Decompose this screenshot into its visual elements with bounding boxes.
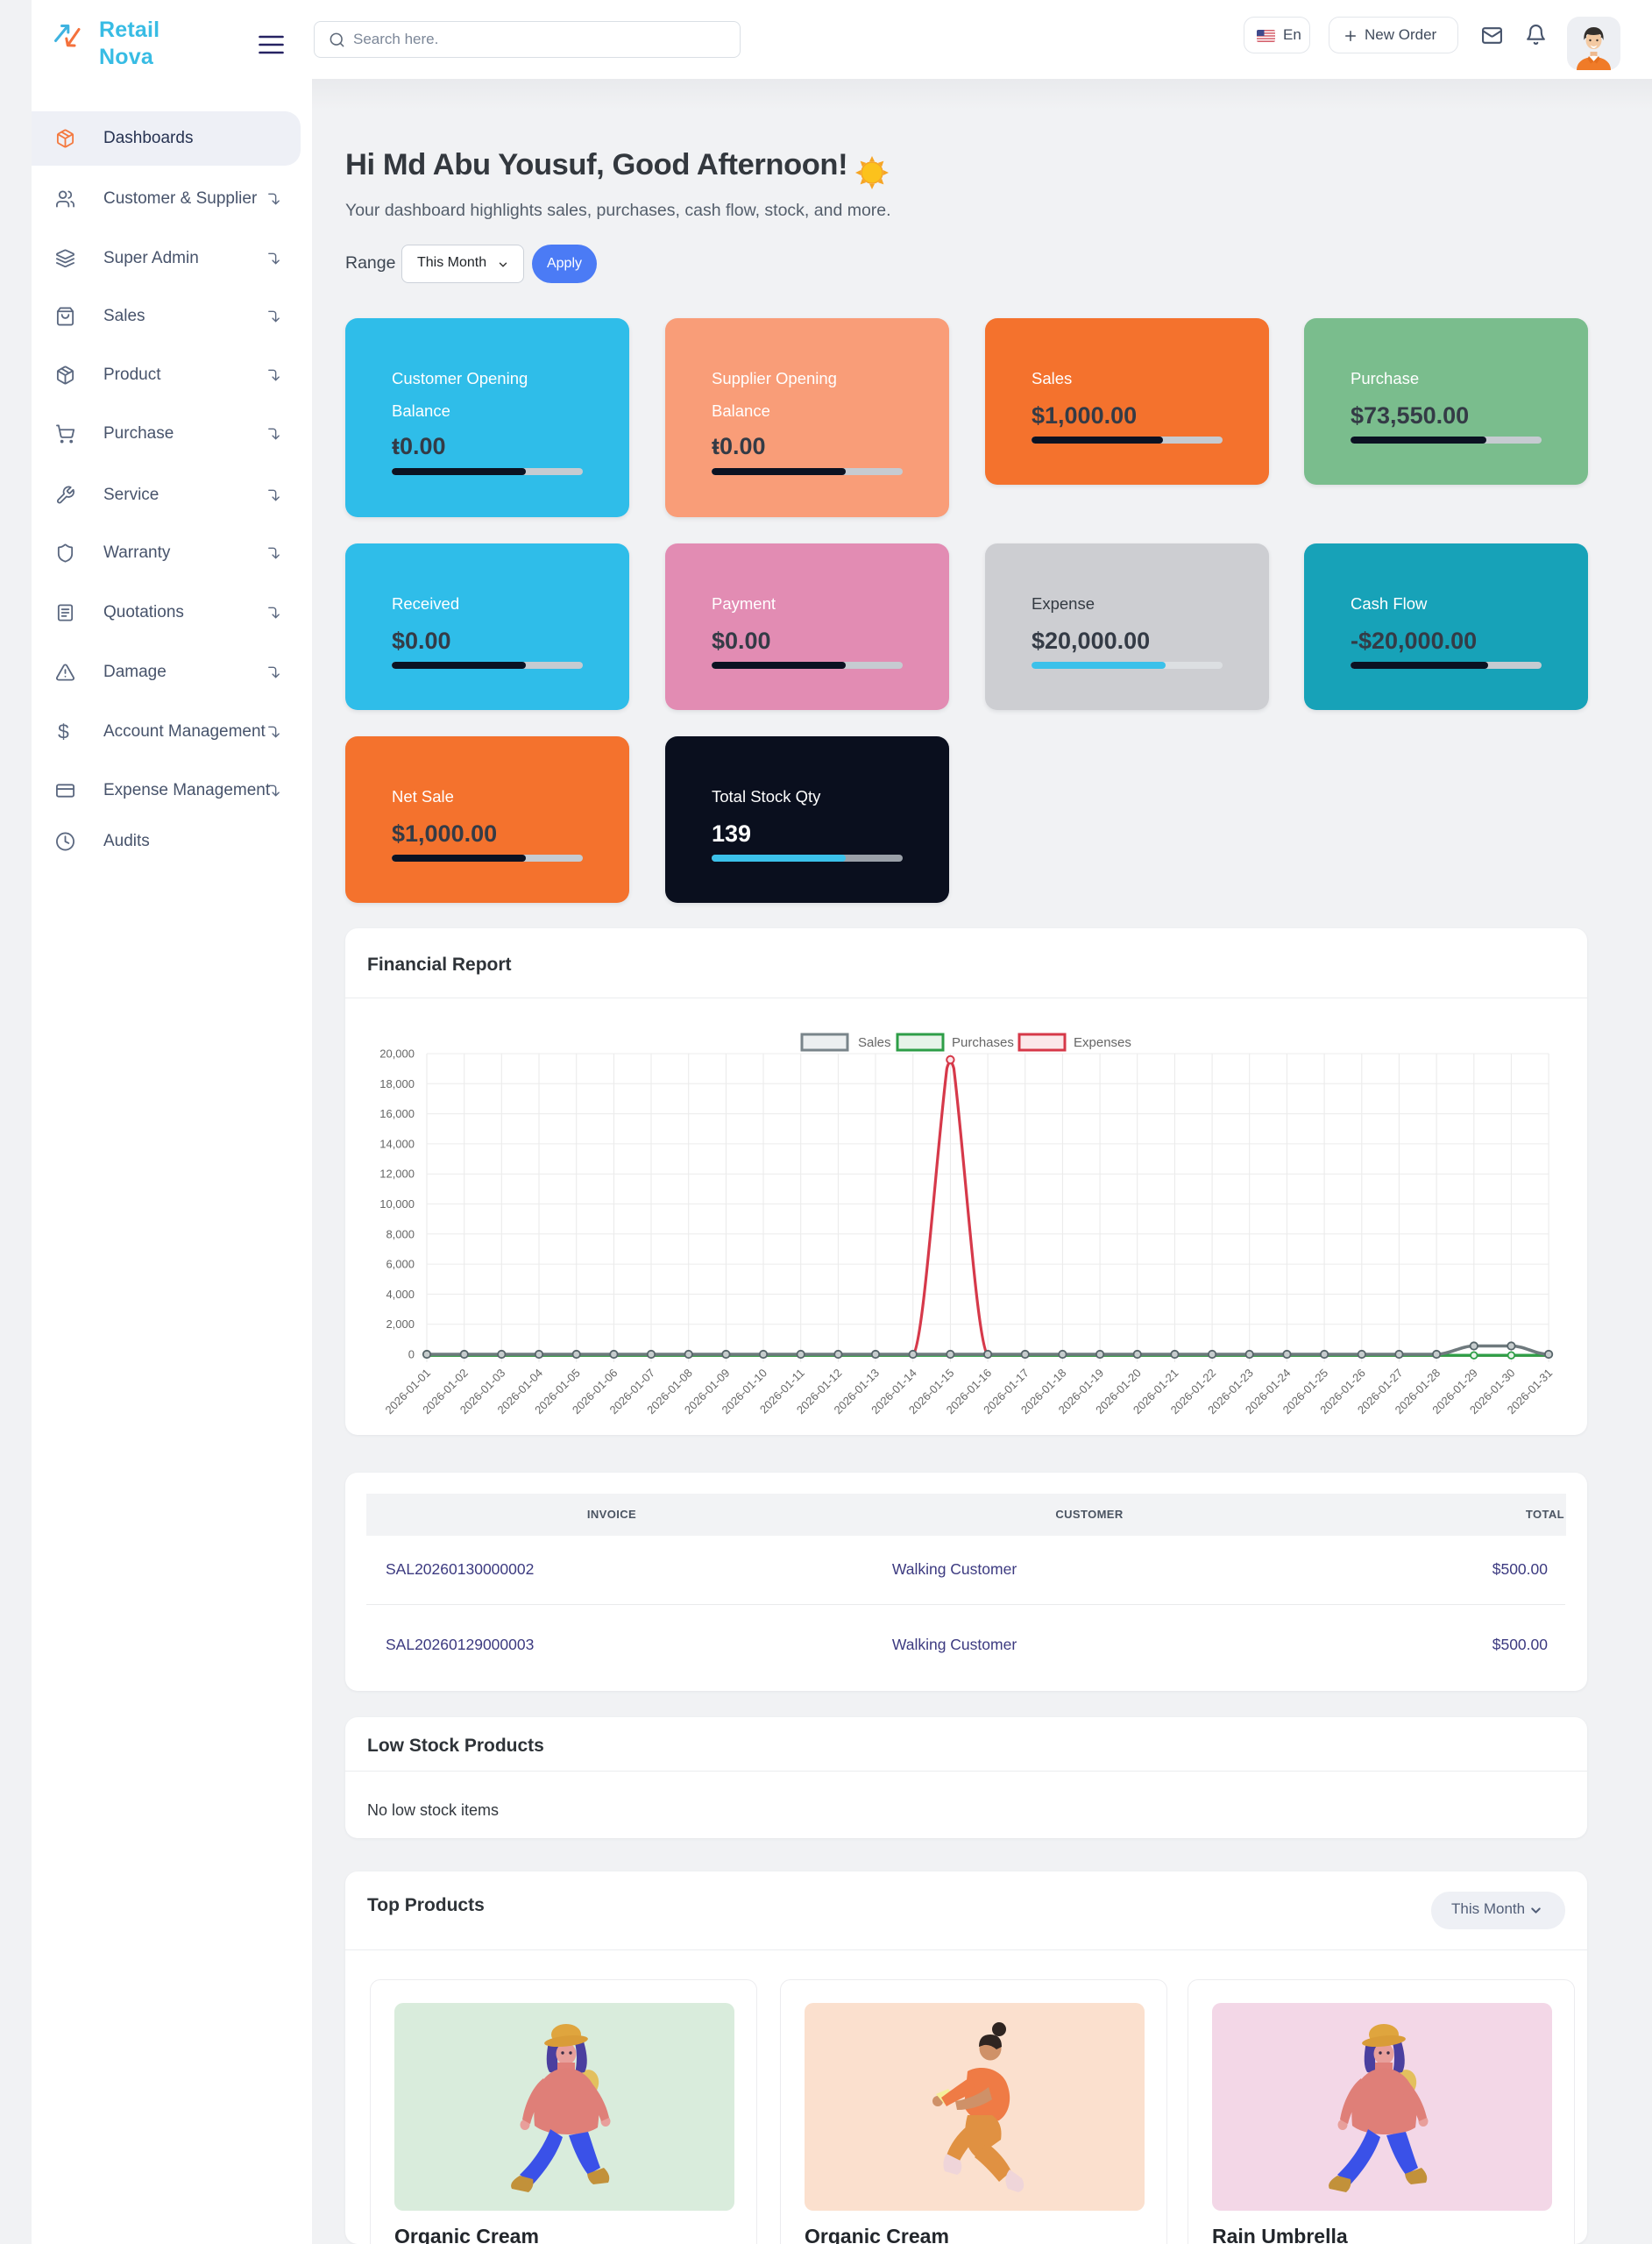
svg-text:Expenses: Expenses <box>1074 1035 1131 1050</box>
svg-text:16,000: 16,000 <box>379 1107 415 1120</box>
svg-text:8,000: 8,000 <box>386 1227 415 1240</box>
svg-text:6,000: 6,000 <box>386 1258 415 1271</box>
svg-text:Sales: Sales <box>858 1035 891 1050</box>
svg-text:18,000: 18,000 <box>379 1077 415 1090</box>
svg-text:10,000: 10,000 <box>379 1197 415 1211</box>
svg-text:0: 0 <box>408 1348 415 1361</box>
svg-text:Purchases: Purchases <box>952 1035 1014 1050</box>
svg-text:20,000: 20,000 <box>379 1047 415 1061</box>
svg-text:2,000: 2,000 <box>386 1317 415 1331</box>
svg-text:4,000: 4,000 <box>386 1288 415 1301</box>
svg-text:12,000: 12,000 <box>379 1168 415 1181</box>
svg-text:14,000: 14,000 <box>379 1137 415 1150</box>
